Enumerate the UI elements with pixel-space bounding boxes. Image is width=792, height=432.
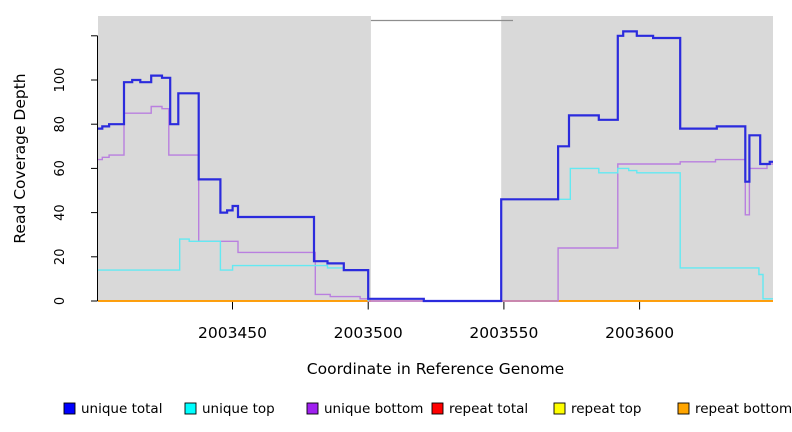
y-tick-label: 60: [53, 160, 68, 177]
y-ticks: [91, 35, 98, 302]
legend-swatch-unique-total: [63, 402, 76, 415]
x-tick-label: 2003450: [198, 324, 267, 342]
series-unique-top: [501, 167, 773, 300]
legend-swatch-repeat-top: [553, 402, 566, 415]
masked-region: [370, 16, 502, 301]
y-tick-label: 100: [53, 68, 68, 93]
x-ticks: [232, 301, 641, 310]
y-tick-label: 0: [53, 297, 68, 305]
x-tick-labels: 2003450 2003500 2003550 2003600: [198, 324, 674, 342]
legend-label-unique-total: unique total: [81, 401, 162, 417]
series-layer: [98, 30, 773, 303]
y-axis-title: Read Coverage Depth: [11, 73, 29, 243]
x-axis-title: Coordinate in Reference Genome: [307, 360, 564, 378]
series-unique-total: [98, 30, 773, 303]
y-tick-label: 20: [53, 249, 68, 266]
legend-swatch-repeat-bottom: [677, 402, 690, 415]
legend-label-unique-bottom: unique bottom: [324, 401, 423, 417]
legend-item-unique-total: unique total: [63, 401, 162, 417]
legend-swatch-unique-top: [184, 402, 197, 415]
x-tick-label: 2003550: [469, 324, 538, 342]
series-unique-bottom: [98, 105, 773, 302]
legend-swatch-repeat-total: [431, 402, 444, 415]
legend-item-repeat-bottom: repeat bottom: [677, 401, 792, 417]
y-tick-label: 80: [53, 116, 68, 133]
legend-label-unique-top: unique top: [202, 401, 275, 417]
legend-item-repeat-total: repeat total: [431, 401, 528, 417]
legend: unique total unique top unique bottom re…: [63, 401, 792, 417]
legend-label-repeat-bottom: repeat bottom: [695, 401, 792, 417]
legend-swatch-unique-bottom: [306, 402, 319, 415]
y-tick-labels: 0 20 40 60 80 100: [53, 68, 68, 306]
legend-item-unique-bottom: unique bottom: [306, 401, 423, 417]
x-tick-label: 2003500: [334, 324, 403, 342]
legend-label-repeat-top: repeat top: [571, 401, 641, 417]
y-tick-label: 40: [53, 204, 68, 221]
legend-label-repeat-total: repeat total: [449, 401, 528, 417]
legend-item-unique-top: unique top: [184, 401, 275, 417]
x-tick-label: 2003600: [605, 324, 674, 342]
legend-item-repeat-top: repeat top: [553, 401, 641, 417]
